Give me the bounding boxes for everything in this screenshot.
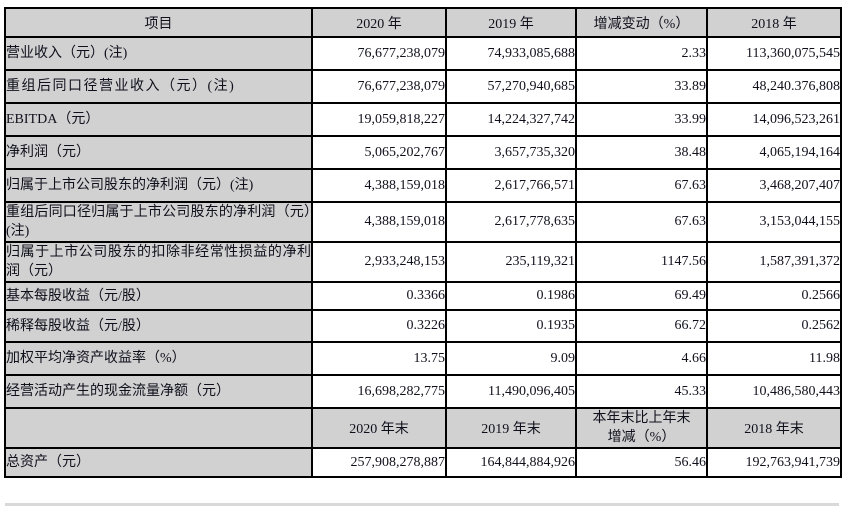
value-2020: 257,908,278,887: [311, 447, 447, 478]
value-2019: 2,617,778,635: [445, 201, 577, 243]
value-2018: 3,468,207,407: [706, 168, 842, 203]
value-change: 33.89: [575, 69, 708, 104]
table-row-restructured-net-profit: 重组后同口径归属于上市公司股东的净利润（元）(注) 4,388,159,018 …: [4, 201, 842, 243]
value-2018: 1,587,391,372: [706, 241, 842, 283]
value-2019: 235,119,321: [445, 241, 577, 283]
value-2018: 3,153,044,155: [706, 201, 842, 243]
value-2020: 76,677,238,079: [311, 69, 447, 104]
value-2020: 76,677,238,079: [311, 36, 447, 71]
row-label: EBITDA（元）: [4, 102, 313, 137]
table-row-diluted-eps: 稀释每股收益（元/股） 0.3226 0.1935 66.72 0.2562: [4, 309, 842, 343]
table-row-net-profit-attributable: 归属于上市公司股东的净利润（元）(注) 4,388,159,018 2,617,…: [4, 168, 842, 203]
col-header-change: 增减变动（%）: [575, 7, 708, 38]
value-2020: 4,388,159,018: [311, 201, 447, 243]
col-header-2019: 2019 年: [445, 7, 577, 38]
value-change: 67.63: [575, 168, 708, 203]
value-2020: 19,059,818,227: [311, 102, 447, 137]
value-2018: 48,240.376,808: [706, 69, 842, 104]
value-change: 56.46: [575, 447, 708, 478]
value-2019: 14,224,327,742: [445, 102, 577, 137]
table-row-basic-eps: 基本每股收益（元/股） 0.3366 0.1986 69.49 0.2566: [4, 281, 842, 311]
row-label: 净利润（元）: [4, 135, 313, 170]
row-label: 营业收入（元）(注): [4, 36, 313, 71]
value-2020: 0.3226: [311, 309, 447, 343]
row-label: 基本每股收益（元/股）: [4, 281, 313, 311]
value-change: 38.48: [575, 135, 708, 170]
value-2019: 3,657,735,320: [445, 135, 577, 170]
value-2019: 0.1986: [445, 281, 577, 311]
value-2020: 4,388,159,018: [311, 168, 447, 203]
row-label: 经营活动产生的现金流量净额（元）: [4, 374, 313, 409]
table-header-row-year-end: 2020 年末 2019 年末 本年末比上年末 增减（%） 2018 年末: [4, 407, 842, 449]
table-header-row: 项目 2020 年 2019 年 增减变动（%） 2018 年: [4, 7, 842, 38]
col-header-2020-year-end: 2020 年末: [311, 407, 447, 449]
value-2020: 13.75: [311, 341, 447, 376]
value-2018: 192,763,941,739: [706, 447, 842, 478]
value-2018: 14,096,523,261: [706, 102, 842, 137]
value-change: 69.49: [575, 281, 708, 311]
value-change: 66.72: [575, 309, 708, 343]
table-row-net-profit: 净利润（元） 5,065,202,767 3,657,735,320 38.48…: [4, 135, 842, 170]
value-2019: 164,844,884,926: [445, 447, 577, 478]
value-change: 1147.56: [575, 241, 708, 283]
financial-summary-table: 项目 2020 年 2019 年 增减变动（%） 2018 年 营业收入（元）(…: [4, 7, 842, 478]
value-2019: 57,270,940,685: [445, 69, 577, 104]
value-2020: 16,698,282,775: [311, 374, 447, 409]
value-2020: 2,933,248,153: [311, 241, 447, 283]
table-row-non-recurring-net-profit: 归属于上市公司股东的扣除非经常性损益的净利润（元） 2,933,248,153 …: [4, 241, 842, 283]
row-label: 总资产（元）: [4, 447, 313, 478]
row-label: 重组后同口径营业收入（元）(注): [4, 69, 313, 104]
col-header-2018: 2018 年: [706, 7, 842, 38]
value-change: 45.33: [575, 374, 708, 409]
table-row-operating-cash-flow: 经营活动产生的现金流量净额（元） 16,698,282,775 11,490,0…: [4, 374, 842, 409]
value-2019: 2,617,766,571: [445, 168, 577, 203]
value-2018: 0.2566: [706, 281, 842, 311]
value-change: 2.33: [575, 36, 708, 71]
row-label: 稀释每股收益（元/股）: [4, 309, 313, 343]
value-2019: 9.09: [445, 341, 577, 376]
col-header-empty: [4, 407, 313, 449]
col-header-item: 项目: [4, 7, 313, 38]
table-row-restructured-revenue: 重组后同口径营业收入（元）(注) 76,677,238,079 57,270,9…: [4, 69, 842, 104]
value-change: 33.99: [575, 102, 708, 137]
value-2020: 5,065,202,767: [311, 135, 447, 170]
table-row-total-assets: 总资产（元） 257,908,278,887 164,844,884,926 5…: [4, 447, 842, 478]
value-2020: 0.3366: [311, 281, 447, 311]
value-2019: 11,490,096,405: [445, 374, 577, 409]
table-row-weighted-average-roe: 加权平均净资产收益率（%） 13.75 9.09 4.66 11.98: [4, 341, 842, 376]
value-2018: 0.2562: [706, 309, 842, 343]
table-row-ebitda: EBITDA（元） 19,059,818,227 14,224,327,742 …: [4, 102, 842, 137]
value-2019: 74,933,085,688: [445, 36, 577, 71]
col-header-2020: 2020 年: [311, 7, 447, 38]
value-2018: 113,360,075,545: [706, 36, 842, 71]
value-change: 67.63: [575, 201, 708, 243]
next-table-edge-divider: [5, 503, 839, 506]
row-label: 加权平均净资产收益率（%）: [4, 341, 313, 376]
value-change: 4.66: [575, 341, 708, 376]
value-2018: 4,065,194,164: [706, 135, 842, 170]
row-label: 归属于上市公司股东的净利润（元）(注): [4, 168, 313, 203]
col-header-year-end-change: 本年末比上年末 增减（%）: [575, 407, 708, 449]
row-label: 归属于上市公司股东的扣除非经常性损益的净利润（元）: [4, 241, 313, 283]
table-row-operating-revenue: 营业收入（元）(注) 76,677,238,079 74,933,085,688…: [4, 36, 842, 71]
value-2019: 0.1935: [445, 309, 577, 343]
value-2018: 10,486,580,443: [706, 374, 842, 409]
value-2018: 11.98: [706, 341, 842, 376]
row-label: 重组后同口径归属于上市公司股东的净利润（元）(注): [4, 201, 313, 243]
col-header-2018-year-end: 2018 年末: [706, 407, 842, 449]
col-header-2019-year-end: 2019 年末: [445, 407, 577, 449]
